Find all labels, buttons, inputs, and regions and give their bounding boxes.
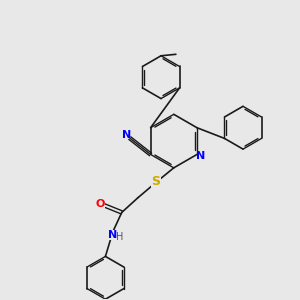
Text: S: S xyxy=(152,175,160,188)
Text: N: N xyxy=(122,130,131,140)
Text: H: H xyxy=(116,232,123,242)
Text: N: N xyxy=(108,230,118,240)
Text: O: O xyxy=(95,199,104,208)
Text: N: N xyxy=(196,151,206,161)
